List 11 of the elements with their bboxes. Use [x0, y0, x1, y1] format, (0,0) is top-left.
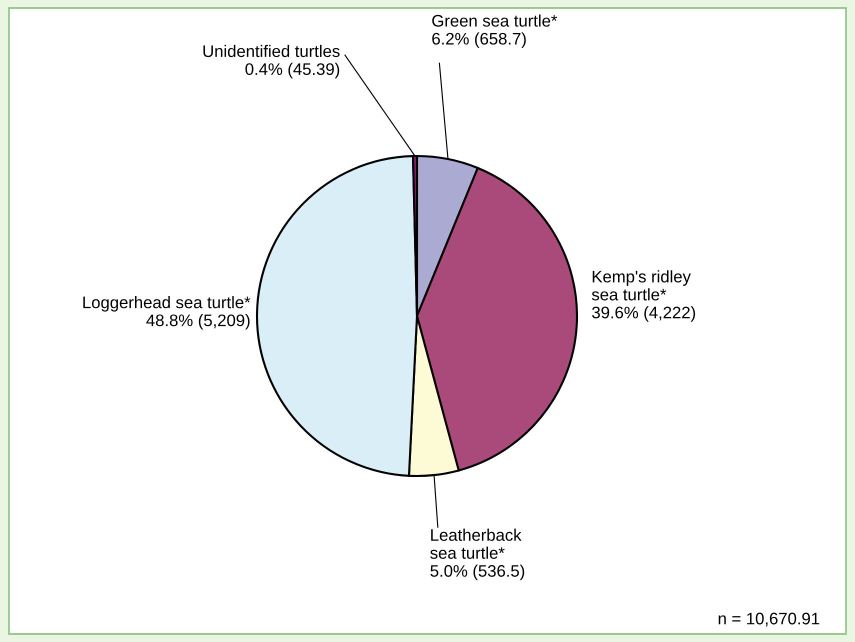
slice-label: Leatherback sea turtle* — [430, 528, 522, 559]
slice-label: Loggerhead sea turtle* — [83, 296, 250, 312]
slice-label: Kemp's ridley sea turtle* — [592, 270, 691, 300]
data-label: 5.0% (536.5) — [430, 564, 524, 580]
text: n = 10,670.91 — [718, 612, 820, 626]
slice-label: Unidentified turtles — [203, 44, 340, 58]
slice-label: Green sea turtle* — [432, 14, 558, 27]
data-label: 39.6% (4,222) — [592, 306, 696, 322]
data-label: 48.8% (5,209) — [146, 314, 250, 330]
data-label: 0.4% (45.39) — [245, 62, 340, 78]
data-label: 6.2% (658.7) — [432, 32, 526, 48]
